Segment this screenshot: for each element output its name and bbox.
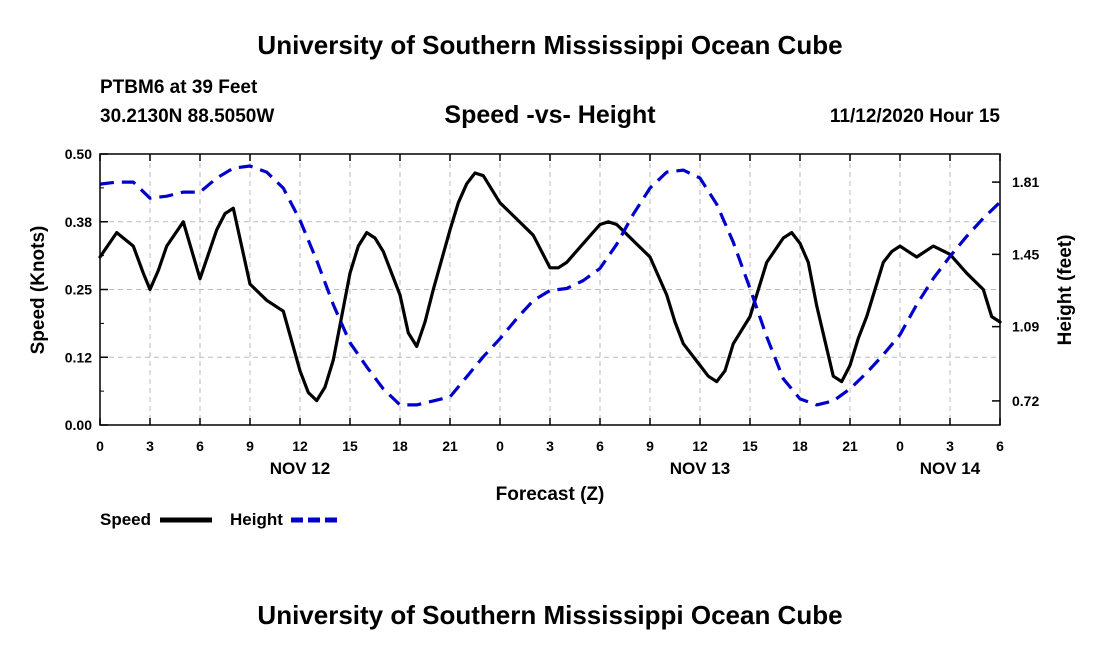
footer-title: University of Southern Mississippi Ocean… bbox=[257, 600, 843, 630]
x-tick-label: 12 bbox=[692, 438, 708, 454]
y2-tick-label: 1.09 bbox=[1012, 319, 1039, 335]
x-tick-label: 0 bbox=[96, 438, 104, 454]
x-tick-label: 0 bbox=[896, 438, 904, 454]
page-title: University of Southern Mississippi Ocean… bbox=[257, 30, 843, 60]
x-tick-label: 3 bbox=[146, 438, 154, 454]
x-tick-label: 3 bbox=[546, 438, 554, 454]
legend-height-label: Height bbox=[230, 510, 283, 529]
y-tick-label: 0.12 bbox=[65, 349, 92, 365]
date-label: NOV 12 bbox=[270, 459, 330, 478]
y-tick-label: 0.00 bbox=[65, 417, 92, 433]
x-tick-label: 18 bbox=[392, 438, 408, 454]
x-tick-label: 9 bbox=[246, 438, 254, 454]
series-layer bbox=[98, 164, 1002, 407]
x-tick-label: 15 bbox=[742, 438, 758, 454]
y-tick-label: 0.38 bbox=[65, 214, 92, 230]
y2-tick-label: 0.72 bbox=[1012, 393, 1039, 409]
legend-speed-label: Speed bbox=[100, 510, 151, 529]
x-tick-label: 15 bbox=[342, 438, 358, 454]
y-tick-label: 0.25 bbox=[65, 282, 92, 298]
coordinates-label: 30.2130N 88.5050W bbox=[100, 106, 275, 127]
series-line-speed bbox=[98, 171, 1002, 403]
y2-tick-label: 1.81 bbox=[1012, 174, 1039, 190]
x-tick-label: 21 bbox=[842, 438, 858, 454]
x-tick-label: 6 bbox=[596, 438, 604, 454]
y2-tick-label: 1.45 bbox=[1012, 246, 1039, 262]
x-axis-label: Forecast (Z) bbox=[496, 484, 605, 505]
x-tick-label: 18 bbox=[792, 438, 808, 454]
date-label: NOV 13 bbox=[670, 459, 730, 478]
run-time-label: 11/12/2020 Hour 15 bbox=[829, 106, 1000, 127]
chart-title: Speed -vs- Height bbox=[444, 101, 656, 129]
grid bbox=[100, 154, 1000, 425]
x-tick-label: 3 bbox=[946, 438, 954, 454]
y-tick-label: 0.50 bbox=[65, 146, 92, 162]
x-tick-label: 9 bbox=[646, 438, 654, 454]
x-tick-label: 6 bbox=[196, 438, 204, 454]
y2-axis-label: Height (feet) bbox=[1055, 235, 1076, 346]
y-axis-label: Speed (Knots) bbox=[28, 226, 49, 355]
station-label: PTBM6 at 39 Feet bbox=[100, 77, 258, 98]
series-line-height bbox=[99, 164, 1002, 407]
date-label: NOV 14 bbox=[920, 459, 981, 478]
axes: 0 3 6 9 12 15 18 21 0 3 6 9 12 15 18 21 0 3 6 NOV 12 NOV 13 N… bbox=[65, 146, 1040, 478]
x-tick-label: 0 bbox=[496, 438, 504, 454]
legend: Speed Height bbox=[100, 510, 342, 529]
x-tick-label: 21 bbox=[442, 438, 458, 454]
x-tick-label: 6 bbox=[996, 438, 1004, 454]
x-tick-label: 12 bbox=[292, 438, 308, 454]
